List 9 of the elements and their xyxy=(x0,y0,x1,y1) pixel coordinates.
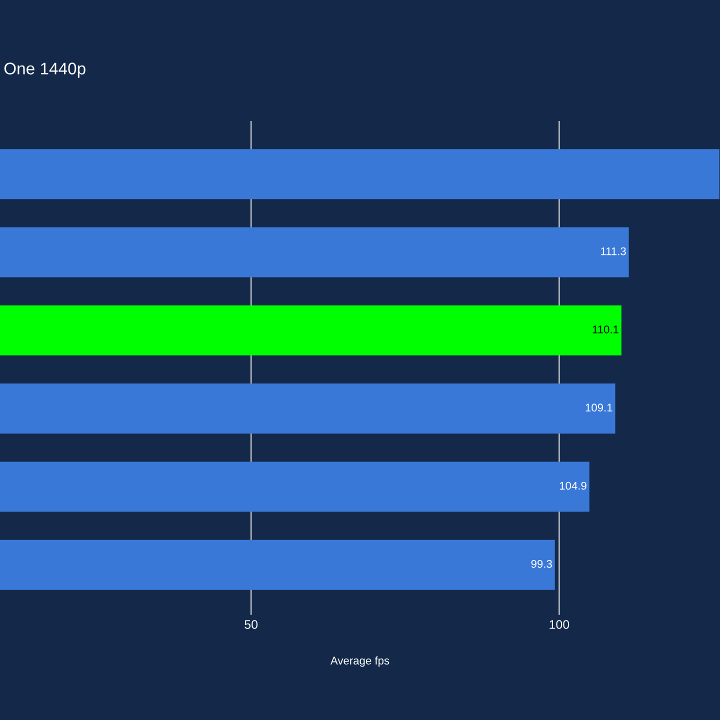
x-axis-title: Average fps xyxy=(330,656,390,667)
data-label: 111.3 xyxy=(601,247,626,256)
data-label: 104.9 xyxy=(560,482,586,490)
x-tick-label: 100 xyxy=(550,620,570,629)
chart-title: One 1440p xyxy=(4,62,86,78)
data-label: 110.1 xyxy=(592,326,618,334)
data-label: 109.1 xyxy=(586,404,612,412)
x-tick-label: 50 xyxy=(244,620,258,629)
data-label: 99.3 xyxy=(531,560,552,568)
